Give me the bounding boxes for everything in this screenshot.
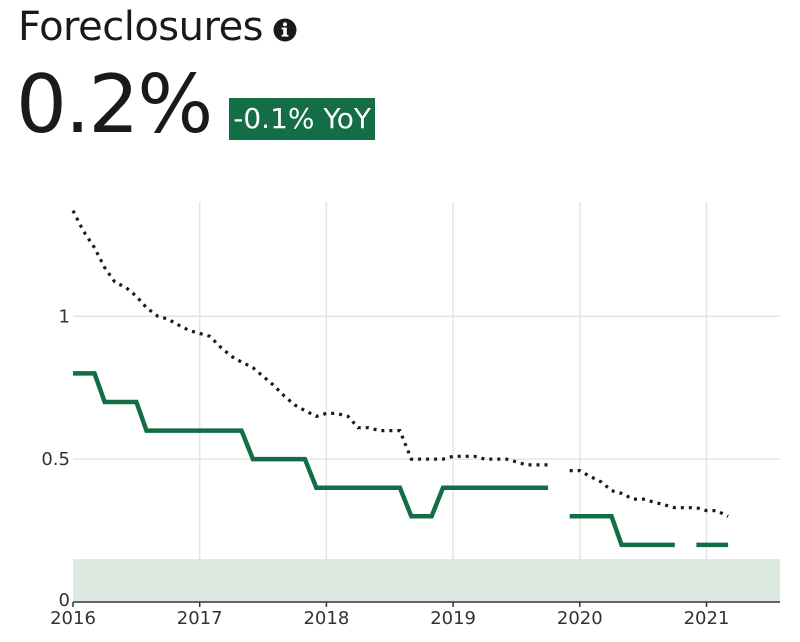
page-title: Foreclosures: [18, 4, 264, 50]
title-row: Foreclosures: [18, 2, 297, 52]
series-line-dotted: [569, 469, 729, 518]
x-tick-label: 2021: [684, 608, 730, 629]
y-tick-label: 1: [59, 306, 70, 327]
foreclosures-line-chart: 2016 2017 2018 2019 2020 2021 0 0.5 1: [41, 202, 780, 629]
y-tick-label: 0: [59, 590, 70, 611]
x-tick-label: 2017: [177, 608, 223, 629]
x-tick-label: 2018: [303, 608, 349, 629]
y-tick-label: 0.5: [41, 449, 70, 470]
series-line-dotted: [71, 209, 549, 467]
info-circle-icon[interactable]: [273, 18, 297, 42]
x-tick-label: 2019: [430, 608, 476, 629]
metric-row: 0.2% -0.1% YoY: [16, 58, 376, 151]
x-tick-label: 2016: [50, 608, 96, 629]
shaded-band: [73, 559, 780, 602]
series-line-solid: [73, 371, 549, 519]
metric-value: 0.2%: [16, 58, 213, 151]
series-line-solid: [569, 514, 675, 548]
x-tick-label: 2020: [557, 608, 603, 629]
yoy-change-badge: -0.1% YoY: [229, 98, 376, 140]
